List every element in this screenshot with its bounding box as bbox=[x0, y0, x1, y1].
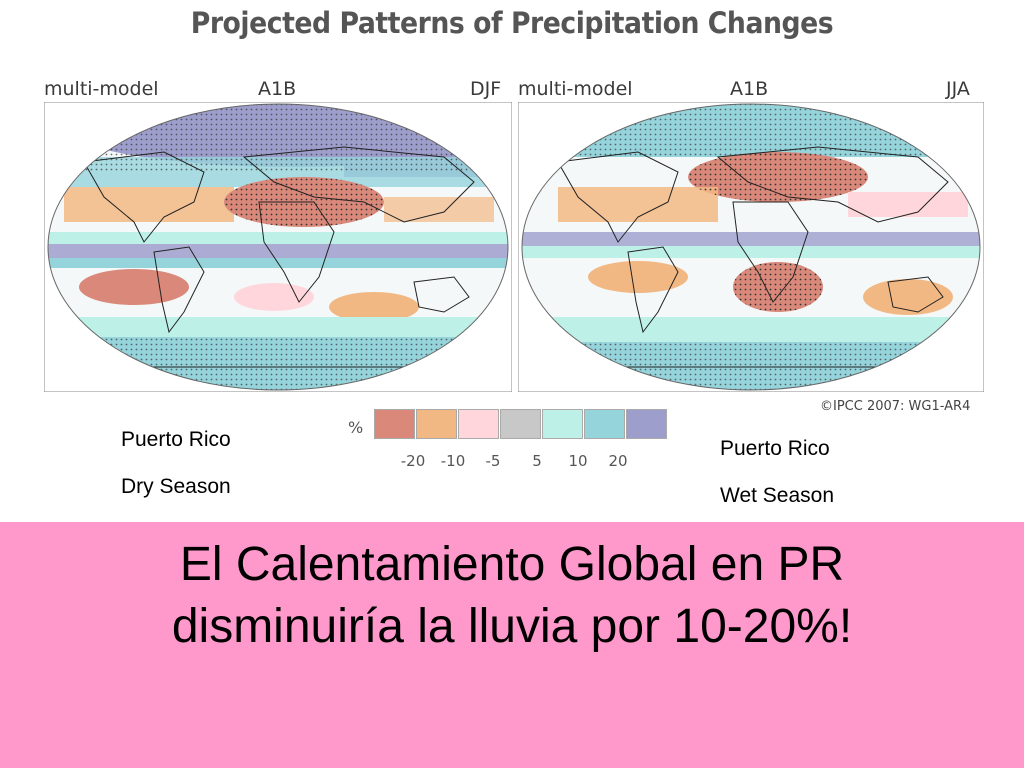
legend-swatch bbox=[458, 409, 499, 439]
figure-title: Projected Patterns of Precipitation Chan… bbox=[190, 6, 834, 40]
dry-note-line2: Dry Season bbox=[121, 475, 231, 498]
headline: El Calentamiento Global en PR disminuirí… bbox=[0, 534, 1024, 658]
legend-tick: 20 bbox=[608, 452, 628, 470]
left-panel-scenario-label: A1B bbox=[258, 78, 297, 100]
legend-tick: -10 bbox=[440, 452, 466, 470]
legend-tick: -20 bbox=[400, 452, 426, 470]
djf-precipitation-map bbox=[44, 102, 512, 392]
ipcc-copyright: ©IPCC 2007: WG1-AR4 bbox=[820, 399, 971, 414]
jja-precipitation-map bbox=[518, 102, 984, 392]
dry-season-note: Puerto Rico Dry Season bbox=[121, 428, 231, 498]
right-panel-scenario-label: A1B bbox=[730, 78, 769, 100]
left-panel-season-label: DJF bbox=[470, 78, 502, 100]
legend-swatch bbox=[542, 409, 583, 439]
legend-swatch bbox=[416, 409, 457, 439]
legend-swatch bbox=[626, 409, 667, 439]
headline-banner bbox=[0, 522, 1024, 768]
right-panel-model-label: multi-model bbox=[518, 78, 633, 100]
legend-tick: 5 bbox=[532, 452, 542, 470]
headline-line2: disminuiría la lluvia por 10-20%! bbox=[171, 600, 853, 653]
right-panel-season-label: JJA bbox=[946, 78, 970, 100]
headline-line1: El Calentamiento Global en PR bbox=[179, 538, 845, 591]
precipitation-colorbar bbox=[374, 409, 668, 439]
left-panel-model-label: multi-model bbox=[44, 78, 159, 100]
legend-swatch bbox=[500, 409, 541, 439]
legend-unit-label: % bbox=[348, 418, 364, 437]
wet-season-note: Puerto Rico Wet Season bbox=[720, 437, 834, 507]
legend-swatch bbox=[584, 409, 625, 439]
legend-swatch bbox=[374, 409, 415, 439]
wet-note-line2: Wet Season bbox=[720, 484, 835, 507]
wet-note-line1: Puerto Rico bbox=[720, 437, 830, 460]
legend-tick: 10 bbox=[568, 452, 588, 470]
dry-note-line1: Puerto Rico bbox=[121, 428, 231, 451]
legend-tick: -5 bbox=[485, 452, 501, 470]
